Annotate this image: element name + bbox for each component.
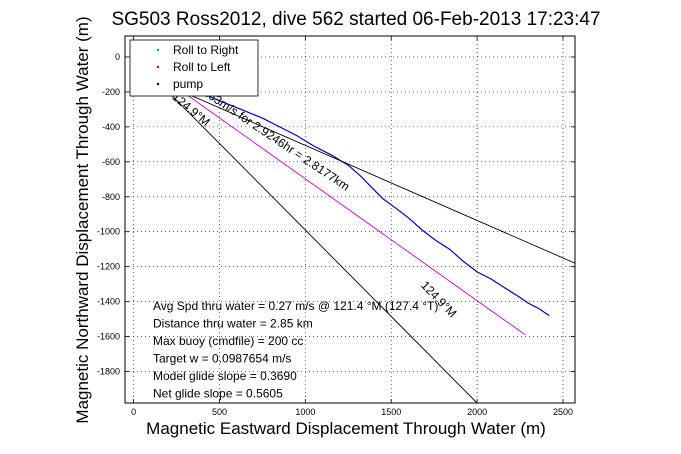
legend-marker: [156, 65, 160, 69]
x-tick-label: 1500: [381, 407, 401, 417]
x-tick-label: 2500: [553, 407, 573, 417]
y-axis-label: Magnetic Northward Displacement Through …: [73, 16, 92, 423]
y-tick-label: 0: [115, 52, 120, 62]
x-tick-label: 0: [131, 407, 136, 417]
x-ticks: 0 500 1000 1500 2000 2500: [131, 36, 573, 417]
stats-text: Avg Spd thru water = 0.27 m/s @ 121.4 °M…: [153, 299, 438, 401]
stat-line: Target w = 0.0987654 m/s: [153, 352, 291, 366]
legend-entry-label: Roll to Left: [173, 60, 231, 74]
legend-marker: [156, 48, 160, 52]
legend-box: [129, 39, 259, 97]
legend-entry-label: pump: [173, 77, 203, 91]
series-line-2: [133, 56, 526, 336]
x-tick-label: 1000: [295, 407, 315, 417]
stat-line: Net glide slope = 0.5605: [153, 387, 283, 401]
y-tick-label: -1000: [97, 227, 120, 237]
grid: [125, 36, 575, 403]
series-line-4: [133, 56, 478, 403]
y-tick-label: -200: [102, 87, 120, 97]
legend-entry-label: Roll to Right: [173, 43, 239, 57]
legend-marker: [156, 82, 160, 86]
y-tick-label: -1800: [97, 367, 120, 377]
stat-line: Avg Spd thru water = 0.27 m/s @ 121.4 °M…: [153, 299, 438, 313]
y-tick-label: -400: [102, 122, 120, 132]
x-tick-label: 500: [212, 407, 227, 417]
stat-line: Distance thru water = 2.85 km: [153, 317, 313, 331]
x-tick-label: 2000: [467, 407, 487, 417]
y-tick-label: -800: [102, 192, 120, 202]
chart-title: SG503 Ross2012, dive 562 started 06-Feb-…: [111, 9, 600, 30]
y-tick-label: -1600: [97, 332, 120, 342]
plot-area: 0 500 1000 1500 2000 2500 0 -200 -400 -600 -800 -1…: [97, 35, 576, 417]
series-line-3: [150, 77, 575, 264]
stat-line: Max buoy (cmdfile) = 200 cc: [153, 334, 303, 348]
axes-frame: [124, 35, 576, 404]
x-axis-label: Magnetic Eastward Displacement Through W…: [146, 419, 546, 438]
y-tick-label: -1200: [97, 262, 120, 272]
y-tick-label: -1400: [97, 297, 120, 307]
legend: Roll to Right Roll to Left pump: [129, 39, 259, 97]
y-ticks: 0 -200 -400 -600 -800 -1000 -1200 -1400 -1600 -18…: [97, 52, 575, 377]
y-tick-label: -600: [102, 157, 120, 167]
stat-line: Model glide slope = 0.3690: [153, 369, 297, 383]
